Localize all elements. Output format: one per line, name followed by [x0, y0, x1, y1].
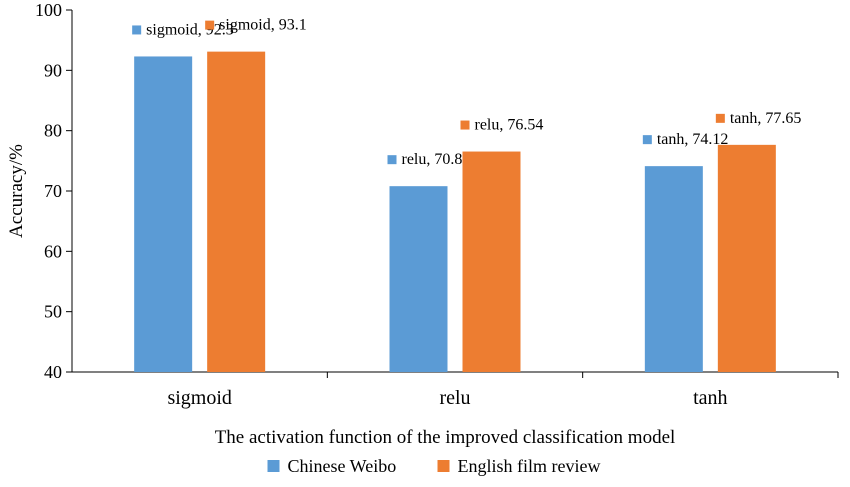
legend-item: English film review — [437, 456, 601, 476]
bars — [134, 51, 776, 372]
data-label-text: relu, 76.54 — [475, 117, 544, 134]
bar — [134, 56, 193, 372]
data-label-marker — [205, 20, 215, 30]
legend-label: Chinese Weibo — [288, 456, 397, 476]
legend-item: Chinese Weibo — [267, 456, 397, 476]
legend-label: English film review — [458, 456, 601, 476]
y-tick-label: 100 — [35, 0, 62, 20]
y-tick-label: 40 — [44, 362, 62, 382]
x-axis-title: The activation function of the improved … — [215, 427, 676, 448]
legend: Chinese Weibo English film review — [267, 456, 601, 476]
data-label-marker — [132, 25, 142, 35]
data-label: sigmoid, 93.1 — [205, 17, 307, 34]
y-tick-label: 70 — [44, 181, 62, 201]
bar — [717, 144, 776, 372]
x-tick-label: relu — [439, 387, 470, 409]
x-tick-label: tanh — [693, 387, 727, 409]
data-label-text: relu, 70.8 — [402, 151, 463, 168]
bar — [644, 166, 703, 372]
legend-swatch — [267, 460, 280, 472]
legend-swatch — [437, 460, 450, 472]
data-label: relu, 70.8 — [387, 151, 463, 168]
data-label-text: tanh, 77.65 — [730, 110, 802, 127]
y-tick-label: 50 — [44, 302, 62, 322]
data-label: tanh, 77.65 — [715, 110, 802, 127]
axes: 40 50 60 70 80 90 100 sigmoid relu tanh — [35, 0, 839, 409]
data-label: tanh, 74.12 — [642, 131, 729, 148]
bar — [462, 151, 521, 372]
y-tick-label: 90 — [44, 60, 62, 80]
data-label: relu, 76.54 — [460, 117, 544, 134]
x-tick-label: sigmoid — [167, 387, 231, 409]
data-label-text: sigmoid, 93.1 — [219, 17, 307, 34]
y-axis-title: Accuracy/% — [6, 144, 27, 238]
data-label-marker — [715, 113, 725, 123]
bar — [207, 51, 266, 372]
bar — [389, 186, 448, 372]
data-label-marker — [387, 155, 397, 165]
data-label-marker — [642, 135, 652, 145]
y-tick-label: 60 — [44, 241, 62, 261]
data-label-text: tanh, 74.12 — [657, 131, 729, 148]
data-label-marker — [460, 120, 470, 130]
y-tick-label: 80 — [44, 121, 62, 141]
